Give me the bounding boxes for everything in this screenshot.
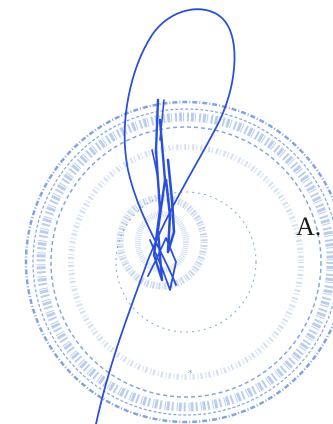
seal-middle-text-ring bbox=[68, 144, 304, 380]
signature-scribble-4 bbox=[151, 99, 165, 226]
handwritten-signature bbox=[95, 8, 236, 424]
seal-outer-ring-inner bbox=[32, 108, 333, 416]
round-seal: * bbox=[24, 100, 333, 424]
seal-text-ring bbox=[36, 112, 333, 412]
signature-scribble-2 bbox=[164, 158, 176, 254]
seal-core-ring bbox=[115, 191, 257, 333]
document-text-fragment: A. bbox=[296, 212, 322, 241]
seal-emblem-core bbox=[135, 211, 189, 273]
seal-outer-ring bbox=[24, 100, 333, 424]
seal-star: * bbox=[188, 369, 193, 379]
signature-scribble-3 bbox=[147, 237, 177, 291]
signature-loop bbox=[95, 8, 236, 424]
seal-inner-ring bbox=[50, 126, 322, 398]
signature-scribble-1 bbox=[152, 98, 167, 282]
